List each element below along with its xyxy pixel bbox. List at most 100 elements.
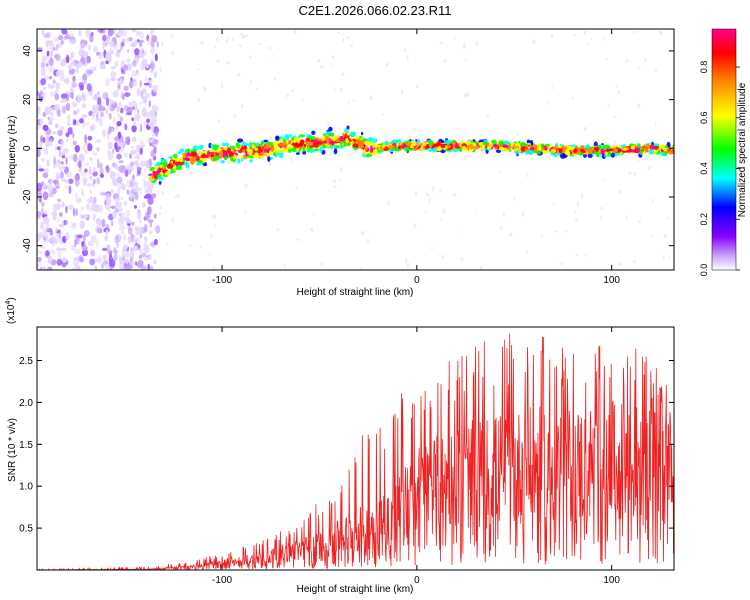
signal-blob (495, 149, 502, 153)
noise-blob (104, 235, 108, 242)
noise-blob (146, 118, 151, 124)
signal-blob (296, 152, 300, 155)
noise-blob (88, 110, 93, 116)
noise-blob (84, 134, 87, 143)
signal-blob (258, 148, 263, 153)
noise-blob (46, 141, 50, 148)
noise-blob (125, 209, 131, 217)
noise-blob (58, 159, 61, 164)
noise-blob (55, 227, 58, 233)
noise-blob (408, 135, 412, 139)
noise-blob (86, 83, 92, 92)
noise-blob (74, 242, 77, 247)
noise-blob (38, 191, 42, 198)
noise-blob (116, 106, 120, 113)
noise-blob (92, 152, 98, 156)
noise-blob (291, 89, 294, 92)
signal-blob (328, 126, 333, 132)
signal-blob (492, 143, 498, 148)
noise-blob (57, 129, 63, 137)
signal-blob (372, 142, 376, 148)
noise-blob (499, 226, 503, 229)
noise-blob (123, 266, 129, 270)
noise-blob (84, 40, 88, 46)
snr-marks (37, 333, 674, 570)
signal-blob (269, 142, 274, 147)
noise-blob (133, 73, 140, 77)
noise-blob (74, 179, 80, 187)
noise-blob (540, 233, 543, 237)
noise-blob (112, 90, 119, 98)
noise-blob (83, 229, 90, 237)
noise-blob (238, 44, 242, 48)
noise-blob (78, 238, 81, 245)
noise-blob (70, 39, 73, 44)
signal-blob (410, 142, 417, 147)
noise-blob (61, 178, 66, 182)
noise-blob (147, 180, 152, 188)
noise-blob (290, 156, 293, 162)
signal-blob (440, 143, 446, 149)
x-tick-label: 100 (603, 275, 620, 286)
snr-y-multiplier-base: (x10 (6, 304, 17, 324)
noise-blob (103, 258, 107, 268)
noise-blob (663, 234, 668, 239)
noise-blob (249, 55, 252, 59)
noise-blob (443, 59, 447, 63)
signal-blob (305, 137, 310, 141)
signal-blob (278, 143, 282, 147)
noise-blob (118, 165, 125, 174)
noise-blob (123, 151, 128, 158)
signal-blob (278, 152, 284, 159)
signal-blob (391, 139, 397, 145)
signal-blob (553, 146, 559, 150)
noise-blob (114, 61, 119, 68)
signal-blob (473, 145, 480, 150)
snr-frame (36, 326, 675, 571)
noise-blob (117, 49, 122, 53)
noise-blob (199, 40, 201, 44)
signal-blob (173, 153, 178, 159)
noise-blob (147, 219, 154, 224)
noise-blob (154, 238, 158, 246)
signal-blob (308, 142, 314, 146)
noise-blob (104, 52, 111, 62)
noise-blob (130, 79, 136, 83)
signal-blob (469, 143, 474, 150)
signal-blob (530, 139, 534, 146)
noise-blob (66, 136, 69, 144)
noise-blob (131, 125, 137, 133)
signal-blob (263, 139, 268, 143)
noise-blob (147, 79, 153, 84)
noise-blob (56, 233, 60, 238)
signal-blob (520, 146, 526, 152)
signal-blob (593, 141, 598, 148)
signal-blob (302, 146, 306, 152)
noise-blob (590, 37, 592, 40)
signal-blob (177, 164, 182, 171)
signal-blob (297, 146, 303, 150)
noise-blob (57, 42, 62, 49)
noise-blob (632, 260, 637, 263)
signal-blob (228, 151, 234, 157)
noise-blob (133, 205, 138, 209)
colorbar-label: Normalized spectral amplitude (737, 82, 748, 217)
noise-blob (115, 201, 119, 206)
noise-blob (79, 43, 86, 48)
noise-blob (129, 249, 135, 259)
noise-blob (258, 42, 262, 46)
signal-blob (668, 150, 674, 155)
noise-blob (37, 124, 41, 130)
noise-blob (42, 172, 49, 179)
noise-blob (67, 178, 74, 185)
noise-blob (107, 152, 114, 161)
noise-blob (89, 258, 96, 266)
signal-blob (317, 141, 323, 145)
signal-blob (237, 158, 241, 164)
noise-blob (42, 183, 47, 188)
noise-blob (84, 168, 88, 173)
noise-blob (255, 87, 259, 91)
noise-blob (143, 50, 147, 56)
noise-blob (79, 84, 84, 91)
noise-blob (60, 93, 68, 99)
